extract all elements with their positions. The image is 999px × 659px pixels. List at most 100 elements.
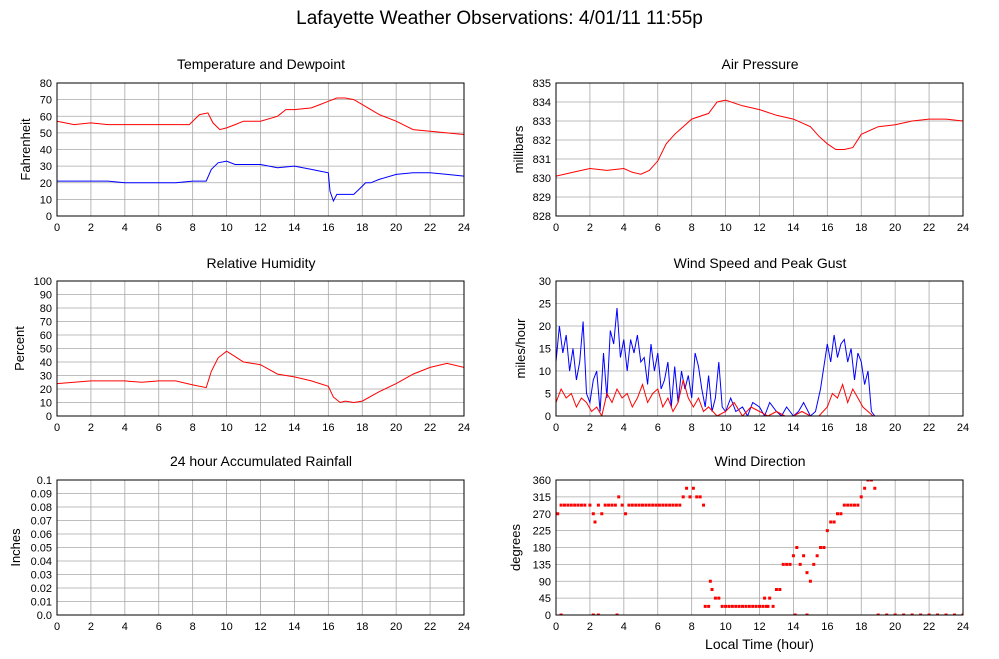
- x-tick-label: 20: [889, 621, 901, 633]
- x-tick-label: 22: [424, 422, 436, 434]
- y-tick-label: 135: [533, 559, 551, 571]
- x-tick-label: 14: [288, 621, 300, 633]
- y-tick-label: 50: [40, 344, 52, 356]
- y-axis-label: miles/hour: [513, 318, 528, 379]
- x-tick-label: 20: [390, 621, 402, 633]
- x-tick-label: 16: [821, 621, 833, 633]
- data-point: [744, 604, 748, 608]
- data-point: [698, 495, 702, 499]
- chart-title: Temperature and Dewpoint: [177, 56, 345, 72]
- data-point: [852, 503, 856, 507]
- data-point: [651, 503, 655, 507]
- data-point: [832, 520, 836, 524]
- data-point: [822, 546, 826, 549]
- x-tick-label: 0: [553, 621, 559, 633]
- data-point: [795, 546, 799, 549]
- data-point: [766, 604, 770, 608]
- y-axis-label: millibars: [511, 125, 526, 173]
- data-point: [808, 579, 812, 583]
- y-tick-label: 225: [533, 526, 551, 538]
- data-point: [654, 503, 658, 507]
- data-point: [702, 503, 706, 507]
- data-point: [685, 486, 689, 490]
- y-tick-label: 0.02: [31, 583, 52, 595]
- plot-frame: [555, 479, 964, 616]
- y-tick-label: 80: [40, 303, 52, 315]
- x-tick-label: 16: [322, 422, 334, 434]
- x-tick-label: 2: [88, 222, 94, 234]
- data-point: [805, 613, 809, 615]
- data-point: [961, 613, 963, 615]
- y-tick-label: 45: [539, 593, 551, 605]
- x-tick-label: 6: [156, 422, 162, 434]
- x-tick-label: 4: [122, 422, 128, 434]
- x-tick-label: 16: [322, 621, 334, 633]
- y-tick-label: 828: [533, 211, 551, 223]
- x-tick-label: 10: [719, 222, 731, 234]
- data-point: [747, 604, 751, 608]
- data-point: [593, 520, 597, 524]
- data-point: [678, 503, 682, 507]
- data-point: [724, 604, 728, 608]
- y-tick-label: 270: [533, 509, 551, 521]
- x-tick-label: 8: [689, 222, 695, 234]
- data-point: [620, 503, 624, 507]
- data-point: [953, 613, 957, 615]
- x-tick-label: 24: [458, 422, 470, 434]
- data-point: [812, 562, 816, 566]
- data-point: [591, 512, 595, 516]
- x-tick-label: 4: [621, 621, 627, 633]
- data-point: [559, 613, 563, 615]
- y-tick-label: 0.05: [31, 543, 52, 555]
- data-point: [839, 512, 843, 516]
- data-point: [927, 613, 931, 615]
- data-point: [607, 503, 611, 507]
- series-line-0: [57, 97, 464, 135]
- y-tick-label: 835: [533, 78, 551, 90]
- data-point: [617, 495, 621, 499]
- y-tick-label: 0.1: [37, 475, 52, 487]
- data-point: [805, 571, 809, 575]
- data-point: [863, 486, 867, 490]
- x-tick-label: 4: [621, 422, 627, 434]
- data-point: [919, 613, 923, 615]
- y-tick-label: 834: [533, 97, 551, 109]
- y-tick-label: 360: [533, 475, 551, 487]
- x-tick-label: 6: [156, 621, 162, 633]
- page-title: Lafayette Weather Observations: 4/01/11 …: [296, 8, 703, 29]
- data-point: [583, 503, 587, 507]
- data-point: [802, 554, 806, 558]
- y-tick-label: 60: [40, 330, 52, 342]
- y-tick-label: 830: [533, 173, 551, 185]
- y-axis-label: Percent: [12, 326, 27, 371]
- y-tick-label: 832: [533, 135, 551, 147]
- data-point: [556, 512, 560, 516]
- x-tick-label: 10: [220, 621, 232, 633]
- y-tick-label: 60: [40, 111, 52, 123]
- x-tick-label: 10: [220, 422, 232, 434]
- data-point: [627, 503, 631, 507]
- data-point: [781, 562, 785, 566]
- data-point: [708, 579, 712, 583]
- series-line-1: [57, 160, 464, 203]
- x-tick-label: 6: [156, 222, 162, 234]
- x-tick-label: 16: [322, 222, 334, 234]
- data-point: [647, 503, 651, 507]
- x-tick-label: 14: [288, 222, 300, 234]
- data-point: [788, 562, 792, 566]
- plot-frame: [56, 82, 465, 217]
- data-point: [793, 613, 797, 615]
- plot-frame: [555, 82, 964, 217]
- x-tick-label: 18: [855, 422, 867, 434]
- y-tick-label: 0: [46, 411, 52, 423]
- y-tick-label: 20: [539, 321, 551, 333]
- x-tick-label: 18: [356, 422, 368, 434]
- data-point: [819, 546, 823, 549]
- data-point: [591, 613, 595, 615]
- series-points: [556, 480, 963, 615]
- data-point: [944, 613, 948, 615]
- y-tick-label: 315: [533, 492, 551, 504]
- data-point: [885, 613, 889, 615]
